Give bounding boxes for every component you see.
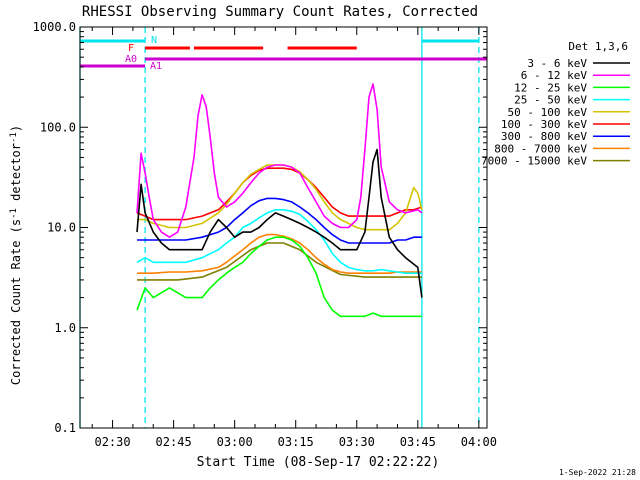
night-marker-label: N: [151, 35, 157, 46]
attenuator-a0-label: A0: [125, 54, 137, 65]
series-line: [136, 236, 422, 318]
legend-entry-label: 800 - 7000 keV: [494, 142, 587, 155]
plot-frame: [79, 26, 488, 429]
legend-entry-label: 50 - 100 keV: [508, 106, 588, 119]
legend-entry-label: 100 - 300 keV: [501, 118, 587, 131]
legend-entry-label: 12 - 25 keV: [514, 81, 587, 94]
x-tick-label: 03:45: [400, 435, 436, 449]
chart-title: RHESSI Observing Summary Count Rates, Co…: [82, 4, 478, 20]
x-tick-label: 02:45: [156, 435, 192, 449]
status-bars: [80, 39, 487, 68]
attenuator-a1-label: A1: [150, 61, 162, 72]
y-axis-label: Corrected Count Rate (s-1 detector-1): [9, 125, 23, 385]
x-tick-label: 03:15: [278, 435, 314, 449]
series-line: [137, 197, 422, 244]
x-axis-label: Start Time (08-Sep-17 02:22:22): [197, 455, 440, 470]
x-tick-label: 03:30: [339, 435, 375, 449]
series-group: [136, 83, 423, 318]
series-line: [136, 148, 423, 298]
series-line: [136, 209, 422, 275]
x-tick-label: 02:30: [94, 435, 130, 449]
series-line: [137, 164, 423, 231]
legend-entry-label: 6 - 12 keV: [521, 69, 588, 82]
x-tick-label: 04:00: [461, 435, 497, 449]
y-tick-label: 1000.0: [33, 20, 76, 34]
y-tick-label: 1.0: [54, 321, 76, 335]
vline-group: [79, 27, 480, 428]
series-line: [137, 233, 422, 275]
series-line: [137, 242, 422, 281]
y-tick-label: 100.0: [40, 120, 76, 134]
legend-entry-label: 3 - 6 keV: [527, 57, 587, 70]
x-tick-label: 03:00: [217, 435, 253, 449]
legend-entry-label: 25 - 50 keV: [514, 94, 587, 107]
legend-title: Det 1,3,6: [568, 40, 628, 53]
y-tick-label: 10.0: [47, 221, 76, 235]
y-tick-label: 0.1: [54, 421, 76, 435]
axes: 0.1 1.0 10.0 100.0 1000.0 02:30 02:45 03:00 03:1…: [33, 20, 497, 449]
legend-entry-label: 300 - 800 keV: [501, 130, 587, 143]
legend-entry-label: 7000 - 15000 keV: [481, 155, 587, 168]
series-line: [136, 83, 423, 238]
series-line: [136, 167, 423, 221]
footer-timestamp: 1-Sep-2022 21:28: [559, 468, 636, 477]
flare-marker-label: F: [128, 43, 134, 54]
